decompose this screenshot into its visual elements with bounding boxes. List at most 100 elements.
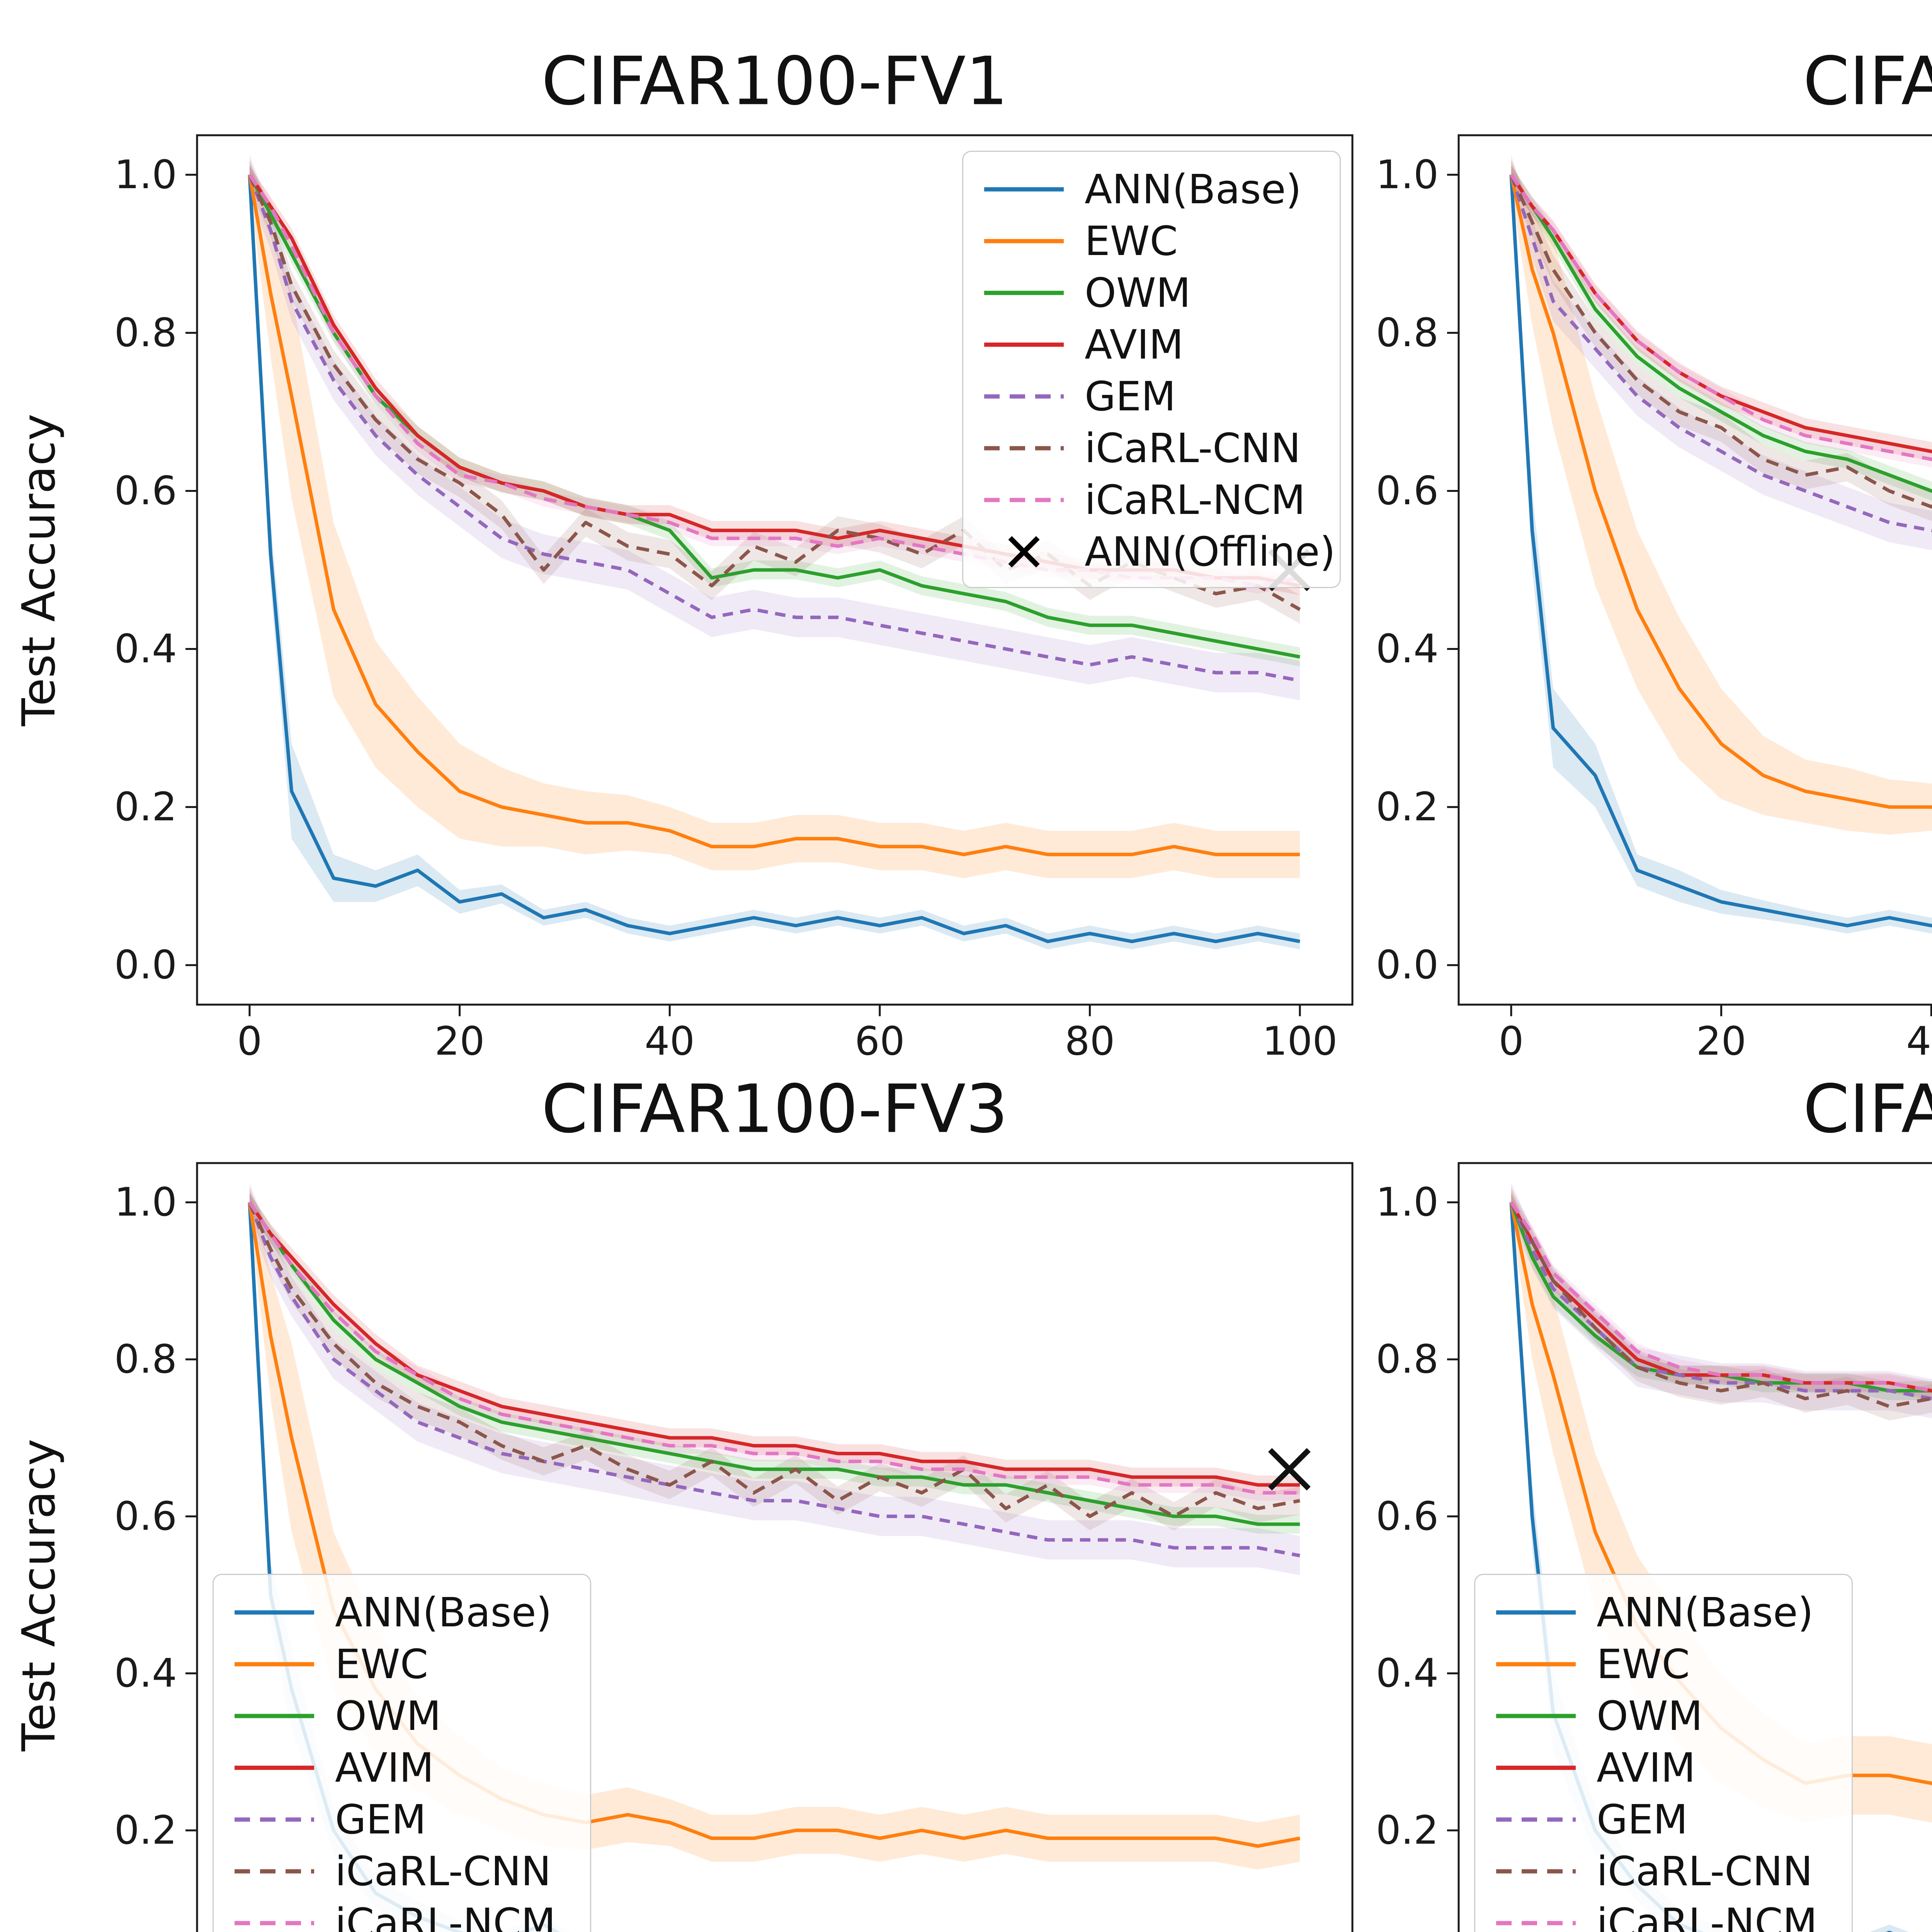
- band-OWM: [1511, 165, 1932, 501]
- band-AVIM: [1511, 165, 1932, 461]
- y-tick-label: 0.4: [114, 626, 177, 672]
- band-OWM: [249, 165, 1300, 667]
- legend-row-ANN(Base): ANN(Base): [963, 163, 1340, 215]
- legend-line-icon-OWM: [235, 1714, 314, 1718]
- legend-label: AVIM: [1085, 321, 1184, 368]
- legend-row-EWC: EWC: [214, 1638, 590, 1690]
- y-tick-label: 1.0: [1376, 152, 1439, 198]
- fv4-legend: ANN(Base) EWC OWM AVIM GEM iCaRL-CNN iCaRL-NCM…: [1474, 1574, 1853, 1932]
- legend-row-iCaRL-CNN: iCaRL-CNN: [214, 1845, 590, 1897]
- band-iCaRL-NCM: [1511, 1194, 1932, 1399]
- x-tick-label: 60: [855, 1019, 905, 1065]
- series-line-EWC: [1509, 174, 1932, 809]
- series-line-OWM: [248, 1201, 1300, 1526]
- legend-row-AVIM: AVIM: [963, 319, 1340, 371]
- fv1-y-axis-label: Test Accuracy: [12, 413, 65, 726]
- series-line-iCaRL-NCM: [1510, 1201, 1932, 1393]
- legend-row-AVIM: AVIM: [214, 1742, 590, 1794]
- legend-label: iCaRL-NCM: [1085, 476, 1306, 524]
- y-tick-label: 0.8: [114, 310, 177, 356]
- y-tick-label: 0.4: [1376, 626, 1439, 672]
- y-tick-label: 0.6: [1376, 468, 1439, 514]
- legend-line-icon-ANN(Base): [984, 187, 1064, 192]
- y-tick-label: 0.6: [114, 468, 177, 514]
- fv3-title: CIFAR100-FV3: [541, 1070, 1008, 1148]
- fv4-title: CIFAR100-FV4: [1803, 1070, 1932, 1148]
- fv3-legend: ANN(Base) EWC OWM AVIM GEM iCaRL-CNN iCaRL-NCM…: [213, 1574, 591, 1932]
- legend-line-icon-iCaRL-NCM: [984, 498, 1064, 502]
- series-line-ANN(Base): [248, 175, 1300, 943]
- legend-row-OWM: OWM: [214, 1690, 590, 1742]
- y-tick-label: 0.0: [114, 942, 177, 988]
- legend-line-icon-iCaRL-CNN: [235, 1869, 314, 1874]
- series-line-ANN(Base): [1509, 175, 1932, 927]
- legend-line-icon-AVIM: [235, 1765, 314, 1770]
- series-line-iCaRL-CNN: [248, 1201, 1300, 1518]
- legend-label: iCaRL-NCM: [335, 1900, 556, 1932]
- legend-row-iCaRL-CNN: iCaRL-CNN: [963, 422, 1340, 474]
- plot-frame: [196, 1162, 1354, 1932]
- band-GEM: [1511, 1182, 1932, 1418]
- legend-line-icon-iCaRL-CNN: [984, 446, 1064, 451]
- chart-cifar100-fv1: 0 20 40 60 80 100 0.0 0.2 0.4 0.6 0.8 1.0 CIFAR100-…: [0, 0, 1372, 1072]
- series-line-OWM: [248, 174, 1300, 659]
- legend-label: ANN(Base): [335, 1589, 552, 1636]
- legend-line-icon-GEM: [235, 1817, 314, 1822]
- legend-label: iCaRL-CNN: [335, 1848, 551, 1895]
- y-tick-label: 0.8: [1376, 310, 1439, 356]
- series-line-iCaRL-CNN: [1509, 174, 1932, 509]
- band-iCaRL-CNN: [1511, 160, 1932, 521]
- legend-label: EWC: [335, 1641, 429, 1688]
- legend-line-icon-iCaRL-CNN: [1496, 1869, 1576, 1874]
- band-OWM: [249, 1193, 1300, 1534]
- y-tick-label: 0.2: [114, 784, 177, 830]
- x-tick-label: 0: [237, 1019, 262, 1065]
- series-line-AVIM: [1509, 1201, 1932, 1393]
- band-GEM: [249, 1182, 1300, 1575]
- y-tick-label: 0.2: [114, 1808, 177, 1854]
- offline-x-marker: [1268, 1448, 1311, 1491]
- legend-label: AVIM: [335, 1744, 434, 1791]
- y-tick-label: 0.2: [1376, 1808, 1439, 1854]
- legend-row-ANN(Offline): ANN(Offline): [963, 526, 1340, 578]
- legend-row-AVIM: AVIM: [1475, 1742, 1852, 1794]
- legend-line-icon-OWM: [1496, 1714, 1576, 1718]
- legend-row-iCaRL-NCM: iCaRL-NCM: [1475, 1897, 1852, 1932]
- legend-row-EWC: EWC: [963, 215, 1340, 267]
- x-tick-label: 100: [1262, 1019, 1338, 1065]
- legend-line-icon-EWC: [984, 239, 1064, 243]
- legend-label: AVIM: [1597, 1744, 1696, 1791]
- legend-line-icon-AVIM: [984, 342, 1064, 347]
- legend-line-icon-AVIM: [1496, 1765, 1576, 1770]
- plot-frame: [196, 134, 1354, 1006]
- y-tick-label: 0.2: [1376, 784, 1439, 830]
- legend-label: EWC: [1597, 1641, 1690, 1688]
- legend-label: ANN(Base): [1085, 166, 1302, 213]
- plot-frame: [1458, 134, 1932, 1006]
- legend-line-icon-ANN(Base): [1496, 1610, 1576, 1615]
- series-line-AVIM: [248, 1201, 1300, 1487]
- legend-label: iCaRL-CNN: [1085, 425, 1301, 472]
- legend-row-EWC: EWC: [1475, 1638, 1852, 1690]
- y-tick-label: 0.4: [1376, 1650, 1439, 1696]
- legend-x-marker-icon: [1008, 536, 1040, 568]
- legend-label: EWC: [1085, 218, 1178, 265]
- legend-row-ANN(Base): ANN(Base): [1475, 1587, 1852, 1638]
- x-tick-label: 40: [645, 1019, 695, 1065]
- y-tick-label: 1.0: [1376, 1179, 1439, 1225]
- legend-label: ANN(Offline): [1085, 528, 1336, 575]
- series-line-OWM: [1510, 173, 1932, 493]
- fv3-y-axis-label: Test Accuracy: [12, 1439, 65, 1751]
- legend-label: GEM: [1085, 373, 1176, 420]
- legend-row-iCaRL-CNN: iCaRL-CNN: [1475, 1845, 1852, 1897]
- plot-frame: [1458, 1162, 1932, 1932]
- band-iCaRL-CNN: [1511, 1188, 1932, 1421]
- fv1-title: CIFAR100-FV1: [541, 42, 1008, 120]
- legend-label: iCaRL-CNN: [1597, 1848, 1813, 1895]
- series-line-iCaRL-NCM: [248, 1201, 1300, 1495]
- y-tick-label: 0.4: [114, 1650, 177, 1696]
- legend-row-ANN(Base): ANN(Base): [214, 1587, 590, 1638]
